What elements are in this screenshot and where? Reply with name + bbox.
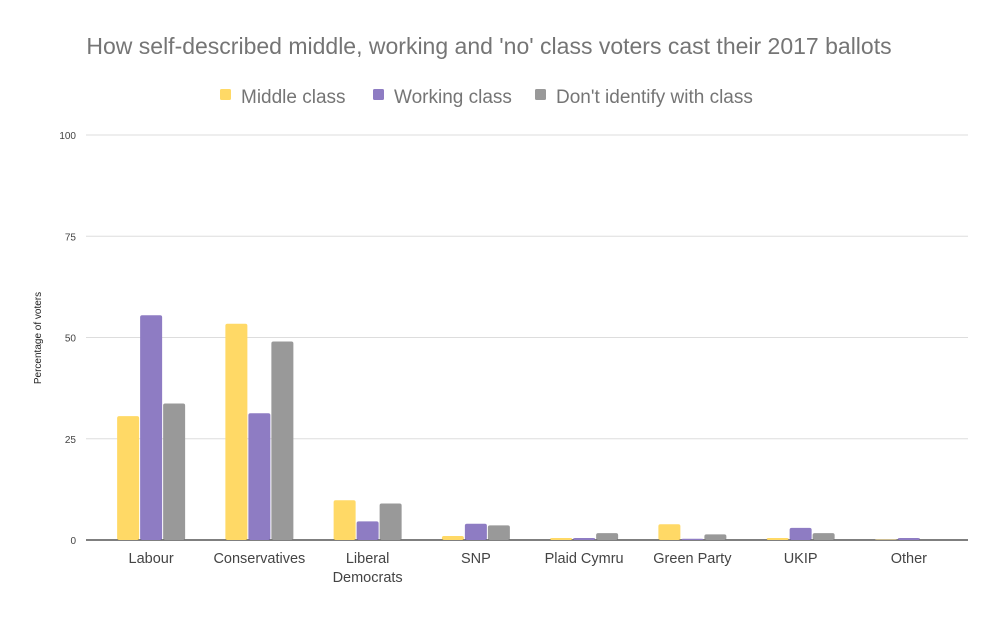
bar-group — [117, 315, 185, 540]
y-tick-label: 75 — [65, 232, 77, 243]
bar — [767, 538, 789, 540]
bar — [465, 524, 487, 540]
bar — [596, 533, 618, 540]
x-tick-label: Liberal — [346, 551, 390, 567]
bar — [790, 528, 812, 540]
y-tick-label: 25 — [65, 435, 77, 446]
bar — [681, 539, 703, 540]
bar-group — [334, 500, 402, 540]
bar — [140, 315, 162, 540]
bar — [225, 324, 247, 540]
bar — [488, 525, 510, 540]
legend-swatch — [373, 89, 384, 100]
legend-label: Middle class — [241, 87, 346, 108]
bar — [380, 504, 402, 540]
bar — [898, 538, 920, 540]
bar — [117, 416, 139, 540]
x-tick-label: Conservatives — [213, 551, 305, 567]
chart-title: How self-described middle, working and '… — [86, 33, 891, 59]
bar — [357, 521, 379, 540]
x-tick-label: Labour — [129, 551, 174, 567]
x-tick-label: Green Party — [653, 551, 732, 567]
bar-group — [442, 524, 510, 540]
legend-item: Middle class — [220, 87, 346, 108]
x-tick-label: Democrats — [333, 570, 403, 586]
bar — [658, 524, 680, 540]
legend-label: Working class — [394, 87, 512, 108]
bar-group — [767, 528, 835, 540]
bars — [117, 315, 920, 540]
legend: Middle class Working class Don't identify … — [220, 87, 753, 108]
legend-swatch — [535, 89, 546, 100]
legend-swatch — [220, 89, 231, 100]
x-axis-labels: Labour Conservatives Liberal Democrats SNP Pl… — [129, 551, 928, 586]
bar — [550, 538, 572, 540]
bar-group — [550, 533, 618, 540]
bar-group — [658, 524, 726, 540]
bar — [163, 404, 185, 540]
x-tick-label: SNP — [461, 551, 491, 567]
x-tick-label: Plaid Cymru — [545, 551, 624, 567]
legend-item: Working class — [373, 87, 512, 108]
bar-group — [225, 324, 293, 540]
gridlines: 0 25 50 75 100 — [59, 131, 968, 547]
bar — [334, 500, 356, 540]
x-tick-label: UKIP — [784, 551, 818, 567]
bar — [248, 413, 270, 540]
bar — [813, 533, 835, 540]
y-tick-label: 0 — [70, 536, 76, 547]
bar — [271, 342, 293, 540]
bar — [442, 536, 464, 540]
x-tick-label: Other — [891, 551, 927, 567]
bar — [704, 534, 726, 540]
bar — [573, 538, 595, 540]
legend-item: Don't identify with class — [535, 87, 753, 108]
y-tick-label: 50 — [65, 334, 77, 345]
y-axis-label: Percentage of voters — [33, 292, 44, 384]
legend-label: Don't identify with class — [556, 87, 753, 108]
y-tick-label: 100 — [59, 131, 76, 142]
